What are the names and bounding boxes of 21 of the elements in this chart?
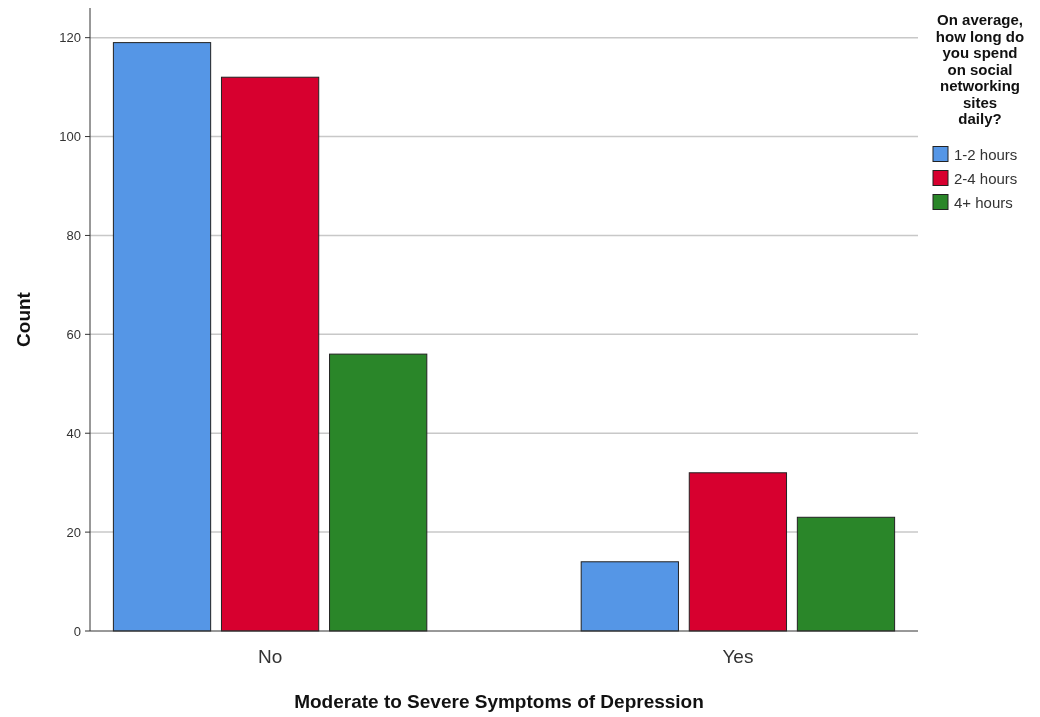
- bar: [220, 76, 320, 632]
- y-tick-label: 20: [66, 524, 81, 540]
- x-axis-title: Moderate to Severe Symptoms of Depression: [294, 691, 704, 712]
- x-tick-label: Yes: [722, 646, 754, 667]
- legend-label: 2-4 hours: [954, 169, 1018, 187]
- legend-label: 4+ hours: [954, 193, 1013, 211]
- y-tick-label: 120: [59, 30, 81, 46]
- y-tick-label: 0: [73, 623, 81, 639]
- bar: [580, 561, 679, 632]
- legend-title: On average, how long do you spend on social networking sites daily?: [935, 11, 1025, 127]
- bar: [329, 353, 428, 632]
- bar: [688, 472, 788, 632]
- y-tick-label: 60: [66, 326, 81, 342]
- y-tick-label: 80: [66, 227, 81, 243]
- x-tick-label: No: [257, 646, 283, 667]
- bar: [796, 516, 896, 632]
- y-tick-label: 100: [59, 129, 81, 145]
- y-axis-title: Count: [13, 291, 34, 347]
- legend-label: 1-2 hours: [954, 145, 1018, 163]
- bar: [112, 42, 212, 632]
- y-tick-label: 40: [66, 425, 81, 441]
